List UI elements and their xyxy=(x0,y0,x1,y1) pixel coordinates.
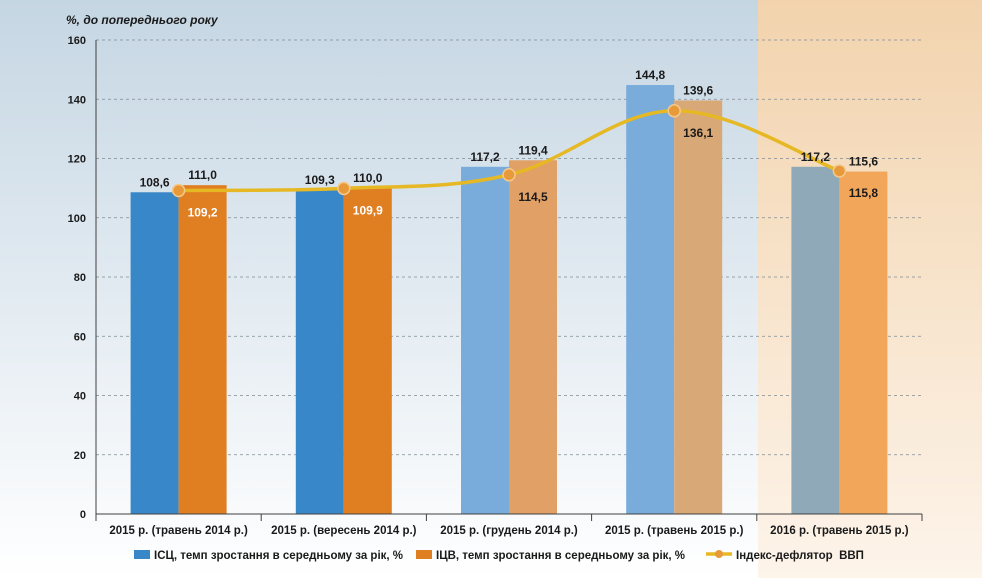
bar-ics xyxy=(791,166,840,515)
data-label-icv: 119,4 xyxy=(518,143,548,157)
legend-label: Індекс-дефлятор ВВП xyxy=(736,550,864,562)
y-tick-label: 100 xyxy=(68,213,86,225)
deflator-point xyxy=(832,164,847,178)
data-label-deflator: 109,9 xyxy=(353,203,383,217)
y-tick-label: 60 xyxy=(74,331,86,343)
bar-icv xyxy=(839,171,888,514)
deflator-point xyxy=(171,183,186,198)
x-tick-label: 2015 р. (травень 2015 р.) xyxy=(605,525,744,537)
data-label-ics: 117,2 xyxy=(801,150,831,164)
bar-ics xyxy=(295,190,344,515)
y-axis-title: %, до попереднього року xyxy=(66,13,219,27)
bar-icv xyxy=(343,188,392,514)
legend-swatch xyxy=(416,550,432,559)
deflator-point xyxy=(337,181,351,196)
data-label-ics: 117,2 xyxy=(470,150,500,164)
deflator-point xyxy=(502,168,516,182)
y-tick-label: 140 xyxy=(68,94,86,106)
data-label-ics: 108,6 xyxy=(140,175,170,189)
data-labels: 108,6 111,0 109,3 110,0 117,2 119,4 144,8 139,6… xyxy=(140,68,879,219)
x-tick-label: 2016 р. (травень 2015 р.) xyxy=(770,525,909,537)
bar-icv xyxy=(178,185,227,514)
legend-label: ІЦВ, темп зростання в середньому за рік,… xyxy=(436,550,685,562)
data-label-deflator: 115,8 xyxy=(849,186,879,200)
y-tick-label: 40 xyxy=(74,391,86,403)
bars xyxy=(130,85,888,515)
legend: ІСЦ, темп зростання в середньому за рік,… xyxy=(134,550,864,562)
x-tick-label: 2015 р. (вересень 2014 р.) xyxy=(271,525,417,537)
y-tick-label: 0 xyxy=(80,509,86,521)
legend-swatch xyxy=(134,550,150,559)
legend-label: ІСЦ, темп зростання в середньому за рік,… xyxy=(154,550,403,562)
y-tick-label: 80 xyxy=(74,272,86,284)
data-label-icv: 110,0 xyxy=(353,171,383,185)
bar-icv xyxy=(509,160,557,514)
data-label-deflator: 109,2 xyxy=(188,205,218,219)
data-label-icv: 111,0 xyxy=(188,168,217,182)
data-label-deflator: 114,5 xyxy=(518,190,548,204)
axes: 0 20 40 60 80 100 120 140 160 2015 р. (травень 20… xyxy=(68,35,923,537)
legend-marker xyxy=(715,550,723,558)
deflator-line xyxy=(171,104,847,198)
y-tick-label: 160 xyxy=(68,35,86,47)
data-label-ics: 109,3 xyxy=(305,173,335,187)
data-label-icv: 115,6 xyxy=(849,155,879,169)
y-tick-label: 120 xyxy=(68,154,86,166)
x-tick-label: 2015 р. (травень 2014 р.) xyxy=(109,525,248,537)
deflator-point xyxy=(667,104,681,118)
data-label-ics: 144,8 xyxy=(635,68,665,82)
bar-ics xyxy=(461,166,509,515)
bar-ics xyxy=(130,192,179,514)
y-tick-label: 20 xyxy=(74,450,86,462)
x-tick-label: 2015 р. (грудень 2014 р.) xyxy=(440,525,578,537)
data-label-icv: 139,6 xyxy=(683,83,713,97)
bar-icv xyxy=(674,100,723,514)
data-label-deflator: 136,1 xyxy=(683,126,713,140)
bar-ics xyxy=(626,85,675,514)
